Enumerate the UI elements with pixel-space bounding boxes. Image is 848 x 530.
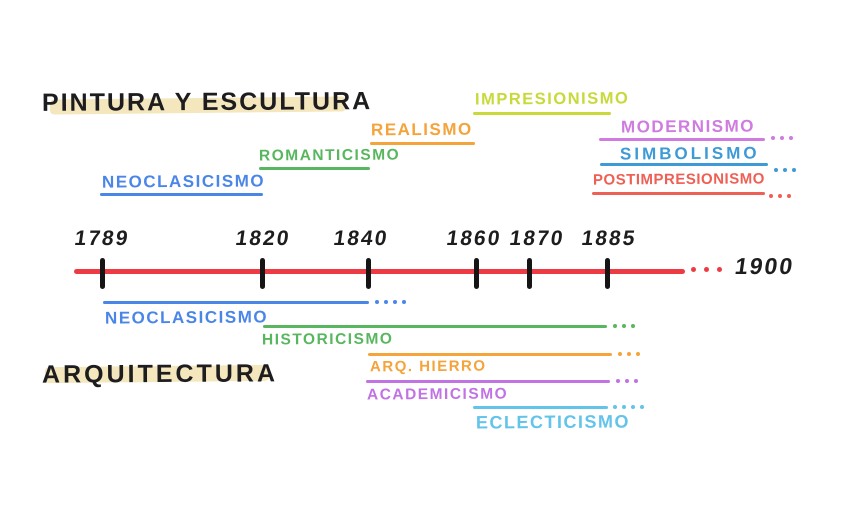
- movement-underline: [600, 163, 768, 166]
- timeline-continuation-dots: [691, 267, 725, 272]
- movement-underline: [473, 112, 611, 115]
- fade-dots: [375, 300, 406, 304]
- movement-label: POSTIMPRESIONISMO: [592, 170, 765, 189]
- timeline-tick-1789: [100, 258, 105, 289]
- year-label: 1870: [508, 227, 567, 250]
- movement-underline: [599, 138, 765, 141]
- movement-label: ARQ. HIERRO: [369, 357, 487, 376]
- movement-line: [368, 353, 612, 356]
- timeline-tick-1860: [474, 258, 479, 289]
- architecture-section-title: ARQUITECTURA: [41, 359, 279, 389]
- timeline-tick-1885: [605, 258, 610, 289]
- movement-label: NEOCLASICISMO: [101, 171, 266, 192]
- movement-label: REALISMO: [370, 119, 473, 140]
- year-label: 1789: [73, 227, 132, 250]
- movement-underline: [100, 193, 263, 196]
- movement-label: MODERNISMO: [620, 116, 756, 137]
- movement-underline: [592, 192, 765, 195]
- fade-dots: [618, 352, 640, 356]
- movement-underline: [370, 142, 475, 145]
- timeline-tick-1820: [260, 258, 265, 289]
- movement-line: [263, 325, 607, 328]
- fade-dots: [774, 168, 796, 172]
- movement-label: ACADEMICISMO: [366, 385, 509, 404]
- timeline-end-year: 1900: [733, 253, 797, 279]
- year-label: 1820: [234, 227, 293, 250]
- fade-dots: [769, 194, 791, 198]
- movement-underline: [259, 167, 370, 170]
- fade-dots: [616, 379, 638, 383]
- movement-label: ROMANTICISMO: [258, 146, 401, 165]
- fade-dots: [613, 324, 635, 328]
- painting-section-title: PINTURA Y ESCULTURA: [41, 87, 373, 117]
- movement-label: NEOCLASICISMO: [104, 307, 269, 328]
- movement-line: [103, 301, 369, 304]
- movement-label: IMPRESIONISMO: [474, 89, 630, 109]
- timeline-axis: [74, 269, 685, 274]
- timeline-tick-1840: [366, 258, 371, 289]
- movement-label: SIMBOLISMO: [619, 143, 760, 164]
- year-label: 1840: [332, 227, 391, 250]
- fade-dots: [771, 136, 793, 140]
- movement-line: [473, 406, 608, 409]
- movement-line: [366, 380, 610, 383]
- timeline-tick-1870: [527, 258, 532, 289]
- movement-label: HISTORICISMO: [261, 330, 394, 349]
- year-label: 1885: [580, 227, 639, 250]
- year-label: 1860: [445, 227, 504, 250]
- movement-label: ECLECTICISMO: [475, 411, 631, 433]
- fade-dots: [613, 405, 644, 409]
